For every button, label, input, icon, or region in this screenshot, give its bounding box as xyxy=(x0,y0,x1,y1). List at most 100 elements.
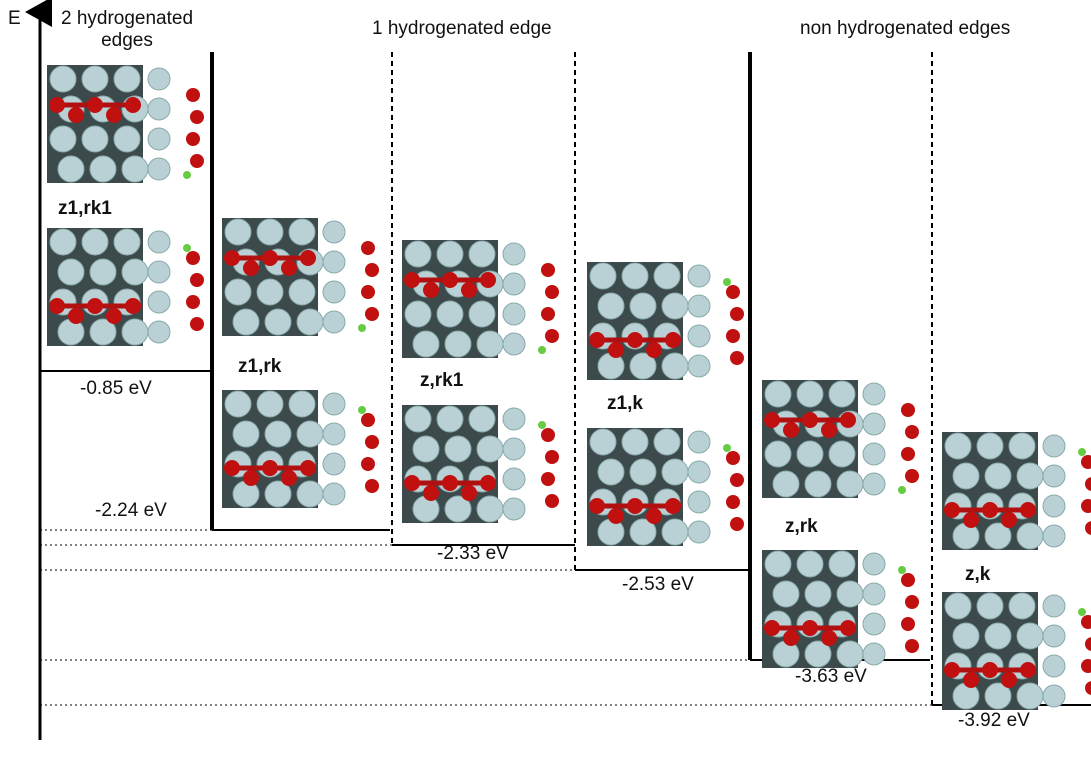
atom xyxy=(598,353,624,379)
atom xyxy=(802,620,818,636)
atom xyxy=(1043,495,1065,517)
atom xyxy=(541,472,555,486)
atom xyxy=(503,408,525,430)
atom xyxy=(982,662,998,678)
atom xyxy=(688,521,710,543)
atom xyxy=(1020,502,1036,518)
atom xyxy=(265,421,291,447)
atom xyxy=(114,229,140,255)
atom xyxy=(186,295,200,309)
atom xyxy=(863,553,885,575)
atom xyxy=(688,491,710,513)
atom xyxy=(953,683,979,709)
atom xyxy=(1085,521,1091,535)
atom xyxy=(662,519,688,545)
energy-label: -2.24 eV xyxy=(95,500,167,522)
atom xyxy=(805,471,831,497)
atom xyxy=(437,406,463,432)
atom xyxy=(297,421,323,447)
atom xyxy=(289,219,315,245)
atom xyxy=(148,321,170,343)
atom xyxy=(953,463,979,489)
atom xyxy=(1081,615,1091,629)
atom xyxy=(87,97,103,113)
atom xyxy=(963,672,979,688)
atom xyxy=(183,171,191,179)
atom xyxy=(538,421,546,429)
atom xyxy=(323,311,345,333)
atom xyxy=(50,66,76,92)
atom xyxy=(662,459,688,485)
atom xyxy=(730,307,744,321)
atom xyxy=(68,308,84,324)
atom xyxy=(590,429,616,455)
atom xyxy=(1017,683,1043,709)
atom xyxy=(503,243,525,265)
atom xyxy=(805,581,831,607)
atom xyxy=(863,383,885,405)
atom xyxy=(765,551,791,577)
atom xyxy=(186,251,200,265)
atom xyxy=(323,453,345,475)
atom xyxy=(541,428,555,442)
atom xyxy=(1043,595,1065,617)
atom xyxy=(1081,659,1091,673)
atom xyxy=(365,479,379,493)
atom xyxy=(627,498,643,514)
atom xyxy=(985,623,1011,649)
atom xyxy=(589,498,605,514)
atom xyxy=(622,263,648,289)
atom xyxy=(289,391,315,417)
atom xyxy=(688,355,710,377)
atom xyxy=(765,441,791,467)
atom xyxy=(665,498,681,514)
atom xyxy=(598,293,624,319)
atom xyxy=(1043,655,1065,677)
atom xyxy=(480,272,496,288)
energy-label: -0.85 eV xyxy=(80,378,152,400)
atom xyxy=(190,317,204,331)
atom xyxy=(323,221,345,243)
atom xyxy=(545,494,559,508)
atom xyxy=(773,471,799,497)
atom xyxy=(190,110,204,124)
atom xyxy=(1081,499,1091,513)
atom xyxy=(726,285,740,299)
atom xyxy=(358,324,366,332)
atom xyxy=(233,309,259,335)
atom xyxy=(630,459,656,485)
atom xyxy=(802,412,818,428)
atom xyxy=(461,485,477,501)
structure-name: z,rk1 xyxy=(420,370,463,392)
atom xyxy=(1078,448,1086,456)
atom xyxy=(905,425,919,439)
atom xyxy=(783,630,799,646)
atom xyxy=(622,429,648,455)
atom xyxy=(503,498,525,520)
atom xyxy=(541,263,555,277)
atom xyxy=(1043,685,1065,707)
structure-name: z,rk xyxy=(785,516,818,538)
atom xyxy=(1017,523,1043,549)
atom xyxy=(1043,525,1065,547)
atom xyxy=(190,273,204,287)
structure-name: z,k xyxy=(965,564,990,586)
atom xyxy=(503,273,525,295)
atom xyxy=(323,281,345,303)
energy-label: -2.53 eV xyxy=(622,574,694,596)
atom xyxy=(821,630,837,646)
atom xyxy=(243,260,259,276)
atom xyxy=(224,460,240,476)
atom xyxy=(503,303,525,325)
atom xyxy=(730,473,744,487)
atom xyxy=(58,156,84,182)
atom xyxy=(545,329,559,343)
atom xyxy=(688,325,710,347)
atom xyxy=(901,447,915,461)
atom xyxy=(598,459,624,485)
atom xyxy=(125,97,141,113)
atom xyxy=(58,319,84,345)
atom xyxy=(608,342,624,358)
atom xyxy=(361,285,375,299)
atom xyxy=(1017,623,1043,649)
